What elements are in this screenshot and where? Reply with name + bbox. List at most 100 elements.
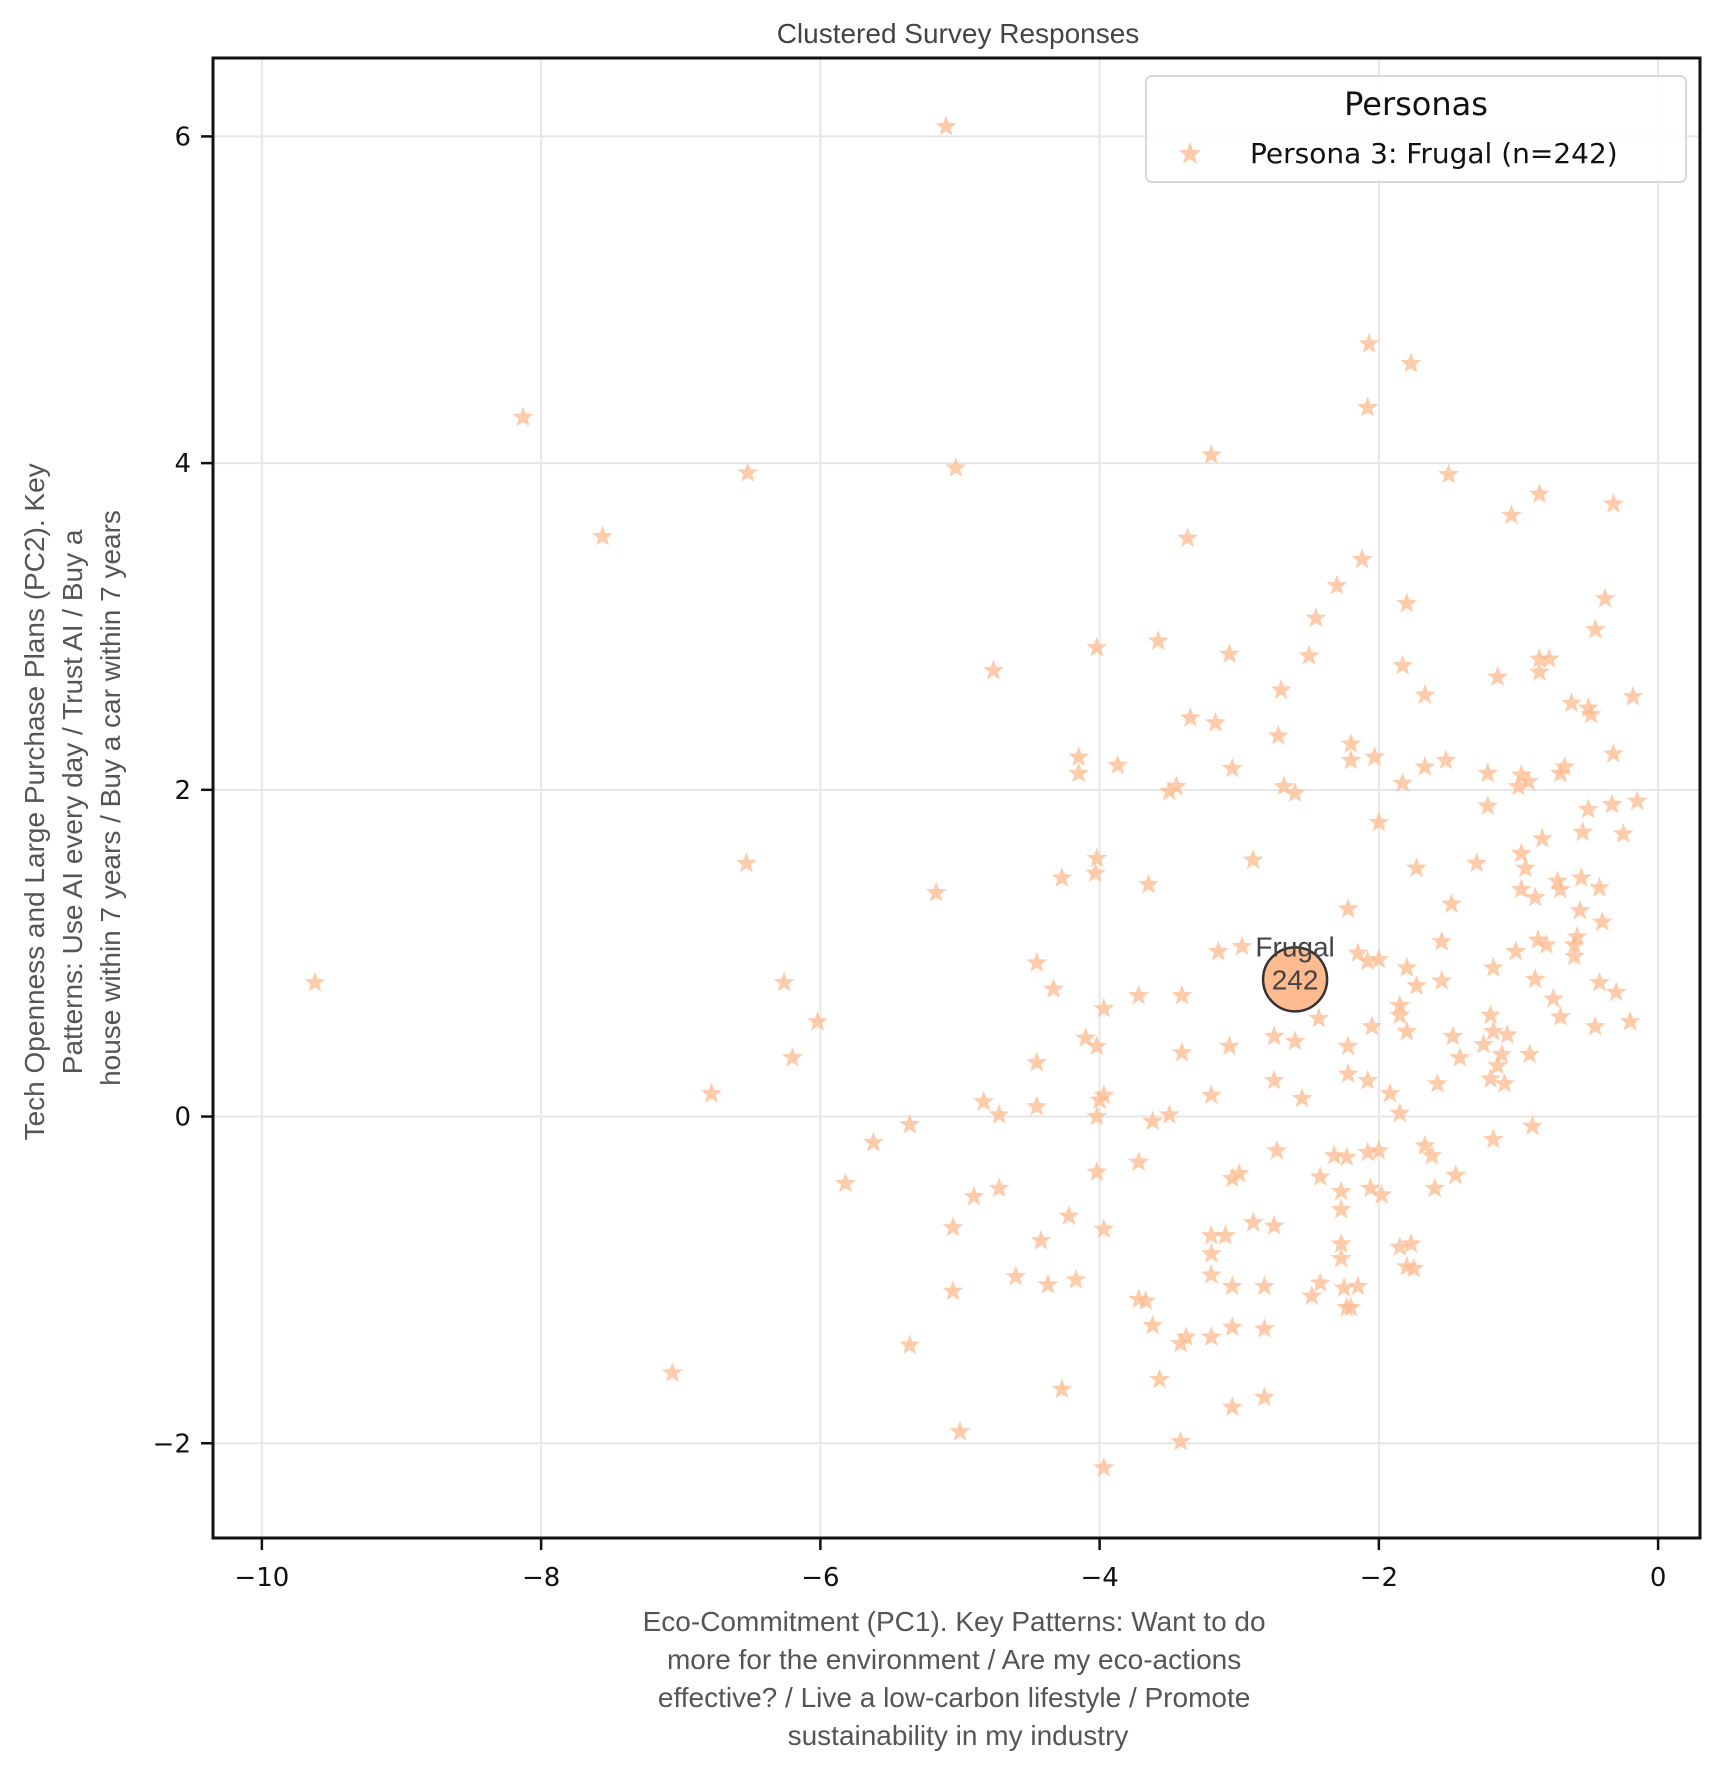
scatter-point-star — [988, 1177, 1010, 1198]
y-tick-label: 6 — [174, 122, 191, 152]
scatter-point-star — [1361, 1015, 1383, 1036]
scatter-point-star — [925, 881, 947, 902]
scatter-point-star — [1336, 1146, 1358, 1167]
plot-frame — [211, 56, 1702, 1540]
x-tick-label: −10 — [234, 1563, 289, 1593]
scatter-point-star — [942, 1280, 964, 1301]
scatter-point-star — [1424, 1177, 1446, 1198]
scatter-point-star — [1330, 1198, 1352, 1219]
scatter-point-star — [899, 1334, 921, 1355]
scatter-point-star — [1431, 930, 1453, 951]
scatter-point-star — [1482, 956, 1504, 977]
scatter-point-star — [1165, 775, 1187, 796]
scatter-point-star — [1612, 822, 1634, 843]
scatter-point-star — [1068, 762, 1090, 783]
scatter-point-star — [701, 1082, 722, 1103]
scatter-point-star — [1510, 842, 1532, 863]
x-tick-label: 0 — [1650, 1563, 1667, 1593]
legend: Personas Persona 3: Frugal (n=242) — [1145, 75, 1687, 183]
scatter-point-star — [512, 406, 534, 427]
scatter-point-star — [1358, 332, 1380, 353]
scatter-point-star — [1482, 1128, 1504, 1149]
scatter-point-star — [1406, 974, 1427, 995]
centroid-label: Frugal — [1255, 931, 1334, 962]
scatter-point-star — [935, 115, 957, 136]
scatter-point-star — [1005, 1265, 1027, 1286]
scatter-point-star — [1147, 630, 1169, 651]
scatter-point-star — [1219, 643, 1240, 664]
scatter-point-star — [1389, 1102, 1411, 1123]
y-axis-label-group: Tech Openness and Large Purchase Plans (… — [19, 456, 126, 1141]
scatter-point-star — [1357, 396, 1379, 417]
scatter-point-star — [1200, 1242, 1222, 1263]
y-axis-label: Tech Openness and Large Purchase Plans (… — [19, 456, 126, 1141]
scatter-point-star — [1221, 1167, 1243, 1188]
scatter-point-star — [1231, 935, 1253, 956]
y-tick-label: 2 — [174, 776, 191, 806]
scatter-point-star — [1228, 1162, 1250, 1183]
scatter-point-star — [1351, 548, 1373, 569]
scatter-point-star — [1622, 685, 1644, 706]
scatter-point-star — [1466, 852, 1488, 873]
scatter-point-star — [1309, 1272, 1331, 1293]
scatter-points — [304, 115, 1648, 1477]
scatter-point-star — [661, 1362, 683, 1382]
scatter-point-star — [1584, 618, 1606, 639]
scatter-point-star — [1058, 1205, 1080, 1226]
x-axis-label-line: more for the environment / Are my eco-ac… — [667, 1644, 1241, 1675]
scatter-point-star — [1619, 1010, 1641, 1031]
scatter-point-star — [1368, 1139, 1390, 1160]
scatter-point-star — [1291, 1087, 1313, 1108]
scatter-point-star — [1414, 1134, 1436, 1155]
scatter-point-star — [1221, 757, 1243, 778]
scatter-point-star — [1142, 1110, 1164, 1131]
scatter-point-star — [1396, 956, 1418, 977]
scatter-point-star — [1536, 934, 1557, 954]
scatter-point-star — [1273, 775, 1295, 796]
scatter-point-star — [1603, 742, 1624, 763]
scatter-point-star — [1200, 1326, 1222, 1346]
scatter-point-star — [1580, 703, 1602, 724]
axis-ticks: −10 −8 −6 −4 −2 0 −2 0 2 4 6 — [153, 122, 1667, 1593]
scatter-point-star — [1030, 1229, 1052, 1250]
scatter-point-star — [782, 1046, 803, 1067]
scatter-point-star — [1159, 780, 1180, 801]
scatter-point-star — [735, 852, 757, 873]
scatter-point-star — [1389, 1236, 1411, 1257]
scatter-point-star — [1626, 790, 1648, 811]
scatter-point-star — [1347, 1275, 1369, 1296]
scatter-point-star — [1333, 1277, 1355, 1297]
scatter-point-star — [1435, 749, 1457, 770]
y-tick-label: −2 — [153, 1429, 191, 1459]
x-axis-label: Eco-Commitment (PC1). Key Patterns: Want… — [643, 1606, 1274, 1751]
scatter-point-star — [942, 1216, 964, 1237]
scatter-point-star — [1253, 1275, 1275, 1296]
scatter-point-star — [1605, 981, 1627, 1002]
scatter-point-star — [835, 1172, 856, 1193]
scatter-point-star — [1570, 867, 1592, 887]
scatter-point-star — [1389, 1004, 1411, 1025]
x-tick-label: −6 — [801, 1563, 839, 1593]
scatter-point-star — [1093, 1218, 1115, 1239]
scatter-point-star — [1221, 1275, 1243, 1296]
scatter-point-star — [1159, 1103, 1180, 1124]
scatter-point-star — [1510, 764, 1532, 784]
scatter-point-star — [1135, 1290, 1157, 1310]
scatter-point-star — [1542, 987, 1564, 1008]
scatter-point-star — [1487, 666, 1508, 686]
scatter-point-star — [1482, 1020, 1504, 1041]
scatter-point-star — [1449, 1046, 1471, 1067]
scatter-point-star — [1589, 876, 1610, 897]
scatter-point-star — [1309, 1166, 1331, 1186]
scatter-point-star — [1242, 849, 1264, 869]
scatter-point-star — [1263, 1069, 1285, 1090]
scatter-point-star — [1170, 1430, 1192, 1451]
scatter-point-star — [1510, 878, 1532, 899]
scatter-point-star — [1093, 1084, 1115, 1105]
chart-title: Clustered Survey Responses — [777, 18, 1140, 49]
scatter-point-star — [1305, 607, 1327, 628]
scatter-point-star — [1441, 893, 1462, 914]
scatter-point-star — [1364, 746, 1386, 767]
x-axis-label-line: effective? / Live a low-carbon lifestyle… — [658, 1682, 1250, 1713]
